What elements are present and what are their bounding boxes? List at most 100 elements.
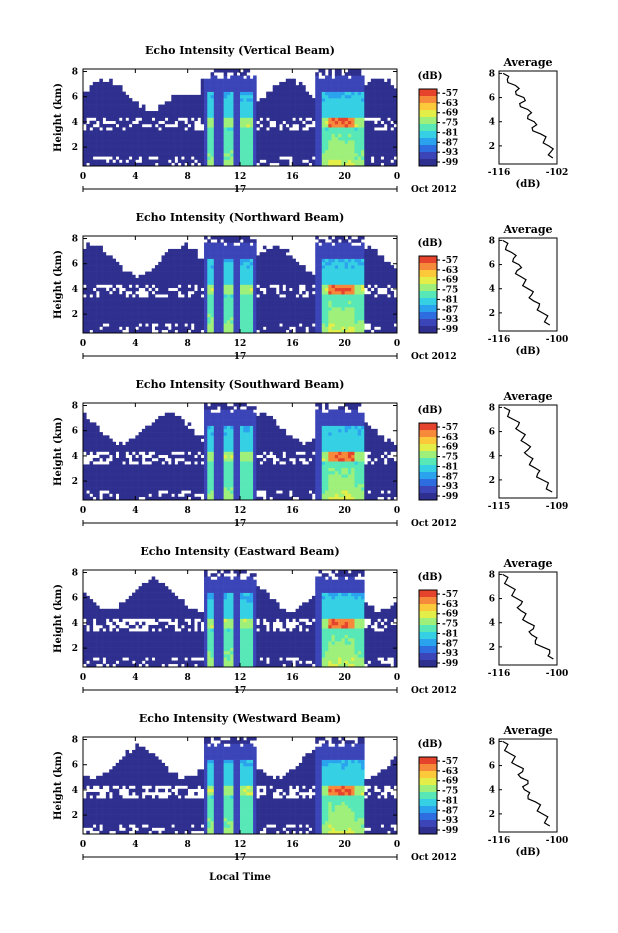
heatmap-cell — [188, 137, 192, 141]
heatmap-cell — [286, 127, 290, 131]
heatmap-cell — [197, 307, 201, 311]
heatmap-cell — [103, 95, 107, 99]
heatmap-cell — [224, 111, 228, 115]
heatmap-cell — [93, 101, 97, 105]
heatmap-cell — [122, 304, 126, 308]
heatmap-cell — [214, 111, 218, 115]
heatmap-cell — [335, 272, 339, 276]
heatmap-cell — [142, 278, 146, 282]
heatmap-cell — [361, 98, 365, 102]
heatmap-cell — [296, 320, 300, 324]
heatmap-cell — [139, 150, 143, 154]
heatmap-cell — [162, 278, 166, 282]
heatmap-cell — [106, 320, 110, 324]
heatmap-cell — [247, 281, 251, 285]
heatmap-cell — [348, 297, 352, 301]
heatmap-cell — [361, 323, 365, 327]
heatmap-cell — [86, 265, 90, 269]
heatmap-cell — [368, 156, 372, 160]
heatmap-cell — [103, 150, 107, 154]
heatmap-cell — [289, 121, 293, 125]
heatmap-cell — [204, 291, 208, 295]
colorbar-tick-label: -99 — [442, 158, 458, 168]
heatmap-cell — [184, 268, 188, 272]
heatmap-cell — [152, 160, 156, 164]
heatmap-cell — [377, 314, 381, 318]
heatmap-cell — [155, 268, 159, 272]
heatmap-cell — [276, 130, 280, 134]
heatmap-cell — [384, 85, 388, 89]
heatmap-cell — [162, 124, 166, 128]
heatmap-cell — [325, 268, 329, 272]
heatmap-cell — [83, 255, 87, 259]
heatmap-cell — [299, 297, 303, 301]
heatmap-cell — [184, 252, 188, 256]
heatmap-cell — [126, 288, 130, 292]
heatmap-cell — [361, 259, 365, 263]
heatmap-cell — [263, 156, 267, 160]
heatmap-cell — [178, 272, 182, 276]
heatmap-cell — [348, 105, 352, 109]
heatmap-cell — [305, 98, 309, 102]
heatmap-cell — [348, 114, 352, 118]
heatmap-cell — [279, 281, 283, 285]
heatmap-cell — [319, 134, 323, 138]
heatmap-cell — [247, 127, 251, 131]
heatmap-cell — [348, 85, 352, 89]
heatmap-cell — [358, 134, 362, 138]
heatmap-cell — [233, 249, 237, 253]
heatmap-cell — [332, 246, 336, 250]
heatmap-cell — [83, 143, 87, 147]
heatmap-cell — [237, 82, 241, 86]
heatmap-cell — [243, 82, 247, 86]
heatmap-cell — [276, 304, 280, 308]
heatmap-cell — [315, 143, 319, 147]
heatmap-cell — [162, 281, 166, 285]
heatmap-cell — [158, 288, 162, 292]
heatmap-cell — [354, 143, 358, 147]
heatmap-cell — [374, 314, 378, 318]
profile-y-tick-label: 4 — [489, 285, 495, 295]
heatmap-cell — [358, 114, 362, 118]
heatmap-cell — [217, 285, 221, 289]
heatmap-cell — [116, 448, 120, 452]
heatmap-cell — [302, 281, 306, 285]
profile-y-tick-label: 4 — [489, 118, 495, 128]
heatmap-cell — [374, 134, 378, 138]
heatmap-cell — [220, 118, 224, 122]
heatmap-cell — [276, 252, 280, 256]
heatmap-cell — [283, 265, 287, 269]
heatmap-cell — [368, 143, 372, 147]
heatmap-cell — [109, 471, 113, 475]
heatmap-cell — [345, 101, 349, 105]
heatmap-cell — [354, 259, 358, 263]
heatmap-cell — [93, 422, 97, 426]
colorbar-tick-label: -81 — [442, 128, 458, 138]
heatmap-cell — [351, 297, 355, 301]
heatmap-cell — [142, 160, 146, 164]
heatmap-cell — [211, 85, 215, 89]
heatmap-cell — [184, 150, 188, 154]
heatmap-cell — [302, 134, 306, 138]
heatmap-cell — [338, 108, 342, 112]
heatmap-cell — [351, 255, 355, 259]
heatmap-cell — [220, 82, 224, 86]
heatmap-cell — [93, 153, 97, 157]
heatmap-cell — [296, 281, 300, 285]
heatmap-cell — [351, 281, 355, 285]
heatmap-cell — [90, 323, 94, 327]
heatmap-cell — [93, 439, 97, 443]
heatmap-cell — [332, 79, 336, 83]
heatmap-cell — [358, 307, 362, 311]
heatmap-cell — [109, 259, 113, 263]
colorbar-step — [419, 305, 437, 309]
heatmap-cell — [129, 288, 133, 292]
heatmap-cell — [165, 160, 169, 164]
heatmap-cell — [227, 156, 231, 160]
heatmap-cell — [319, 285, 323, 289]
heatmap-cell — [90, 156, 94, 160]
heatmap-cell — [119, 320, 123, 324]
heatmap-cell — [332, 143, 336, 147]
y-axis-label: Height (km) — [53, 250, 64, 319]
heatmap-cell — [256, 310, 260, 314]
